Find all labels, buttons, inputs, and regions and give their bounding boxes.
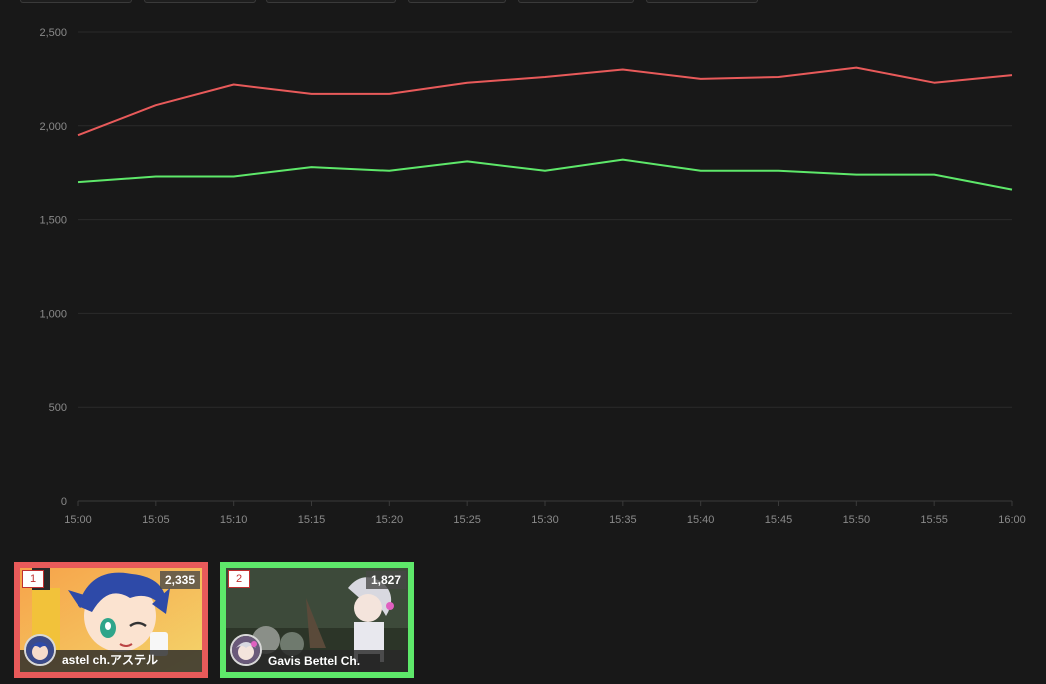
series-line-2 [77,158,1013,191]
y-axis-ticks: 0 500 1,000 1,500 2,000 2,500 [39,27,67,508]
x-tick-label: 15:50 [843,514,871,526]
y-tick-label: 1,500 [39,215,67,227]
viewer-count: 2,335 [159,571,200,589]
channel-name: astel ch.アステル [62,653,159,667]
x-tick-label: 15:35 [609,514,637,526]
x-tick-label: 15:25 [453,514,481,526]
top-tab[interactable] [144,0,256,3]
top-tab-strip [0,0,1046,6]
grid-lines [78,31,1012,502]
x-tick-label: 16:00 [998,514,1026,526]
channel-avatar [230,634,262,666]
y-tick-label: 500 [49,402,67,414]
y-tick-label: 2,500 [39,27,67,39]
stream-card-astel[interactable]: 1 2,335 astel ch.アステル [14,562,208,678]
y-tick-label: 0 [61,496,67,508]
viewer-count: 1,827 [365,571,406,589]
channel-avatar [24,634,56,666]
x-tick-label: 15:10 [220,514,248,526]
x-tick-label: 15:20 [376,514,404,526]
rank-badge: 2 [228,570,250,588]
x-tick-label: 15:15 [298,514,326,526]
x-tick-label: 15:40 [687,514,715,526]
top-tab[interactable] [518,0,634,3]
viewer-count-chart: 0 500 1,000 1,500 2,000 2,500 15:00 15:05 15:10… [39,27,1026,526]
x-tick-label: 15:05 [142,514,170,526]
top-tab[interactable] [20,0,132,3]
top-tab[interactable] [646,0,758,3]
x-tick-label: 15:30 [531,514,559,526]
y-tick-label: 1,000 [39,308,67,320]
top-tab[interactable] [266,0,396,3]
y-tick-label: 2,000 [39,121,67,133]
series-lines [77,66,1013,191]
stream-card-gavis-bettel[interactable]: 2 1,827 Gavis Bettel Ch. [220,562,414,678]
top-tab[interactable] [408,0,506,3]
x-axis-ticks: 15:00 15:05 15:10 15:15 15:20 15:25 15:30 15:35… [64,501,1026,526]
x-tick-label: 15:45 [765,514,793,526]
card-caption-bar [226,650,408,672]
x-tick-label: 15:00 [64,514,92,526]
card-caption-bar [20,650,202,672]
series-line-1 [77,66,1013,137]
rank-badge: 1 [22,570,44,588]
x-tick-label: 15:55 [920,514,948,526]
channel-name: Gavis Bettel Ch. [268,654,361,668]
